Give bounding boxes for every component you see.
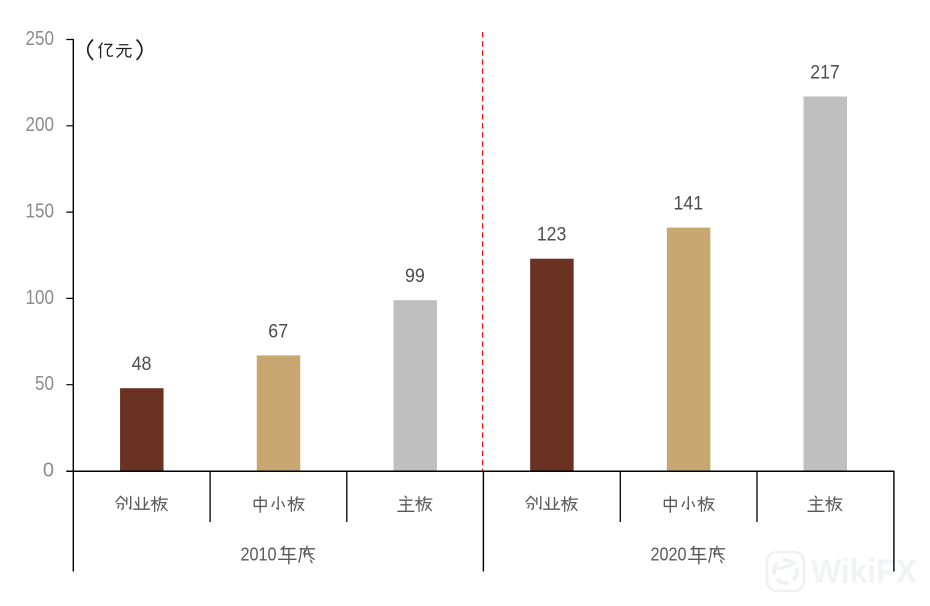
svg-text:WikiFX: WikiFX — [811, 553, 917, 591]
svg-text:250: 250 — [26, 28, 55, 50]
svg-text:100: 100 — [26, 287, 55, 309]
svg-text:48: 48 — [132, 354, 152, 375]
svg-text:2010: 2010 — [241, 544, 277, 564]
svg-text:67: 67 — [268, 321, 288, 342]
svg-text:200: 200 — [26, 114, 55, 136]
svg-text:99: 99 — [405, 266, 425, 287]
svg-text:123: 123 — [537, 225, 567, 246]
svg-text:141: 141 — [674, 194, 704, 215]
svg-text:50: 50 — [35, 373, 54, 395]
svg-text:150: 150 — [26, 201, 55, 223]
svg-text:217: 217 — [810, 63, 840, 84]
svg-text:0: 0 — [43, 459, 54, 481]
svg-text:2020: 2020 — [651, 544, 687, 564]
